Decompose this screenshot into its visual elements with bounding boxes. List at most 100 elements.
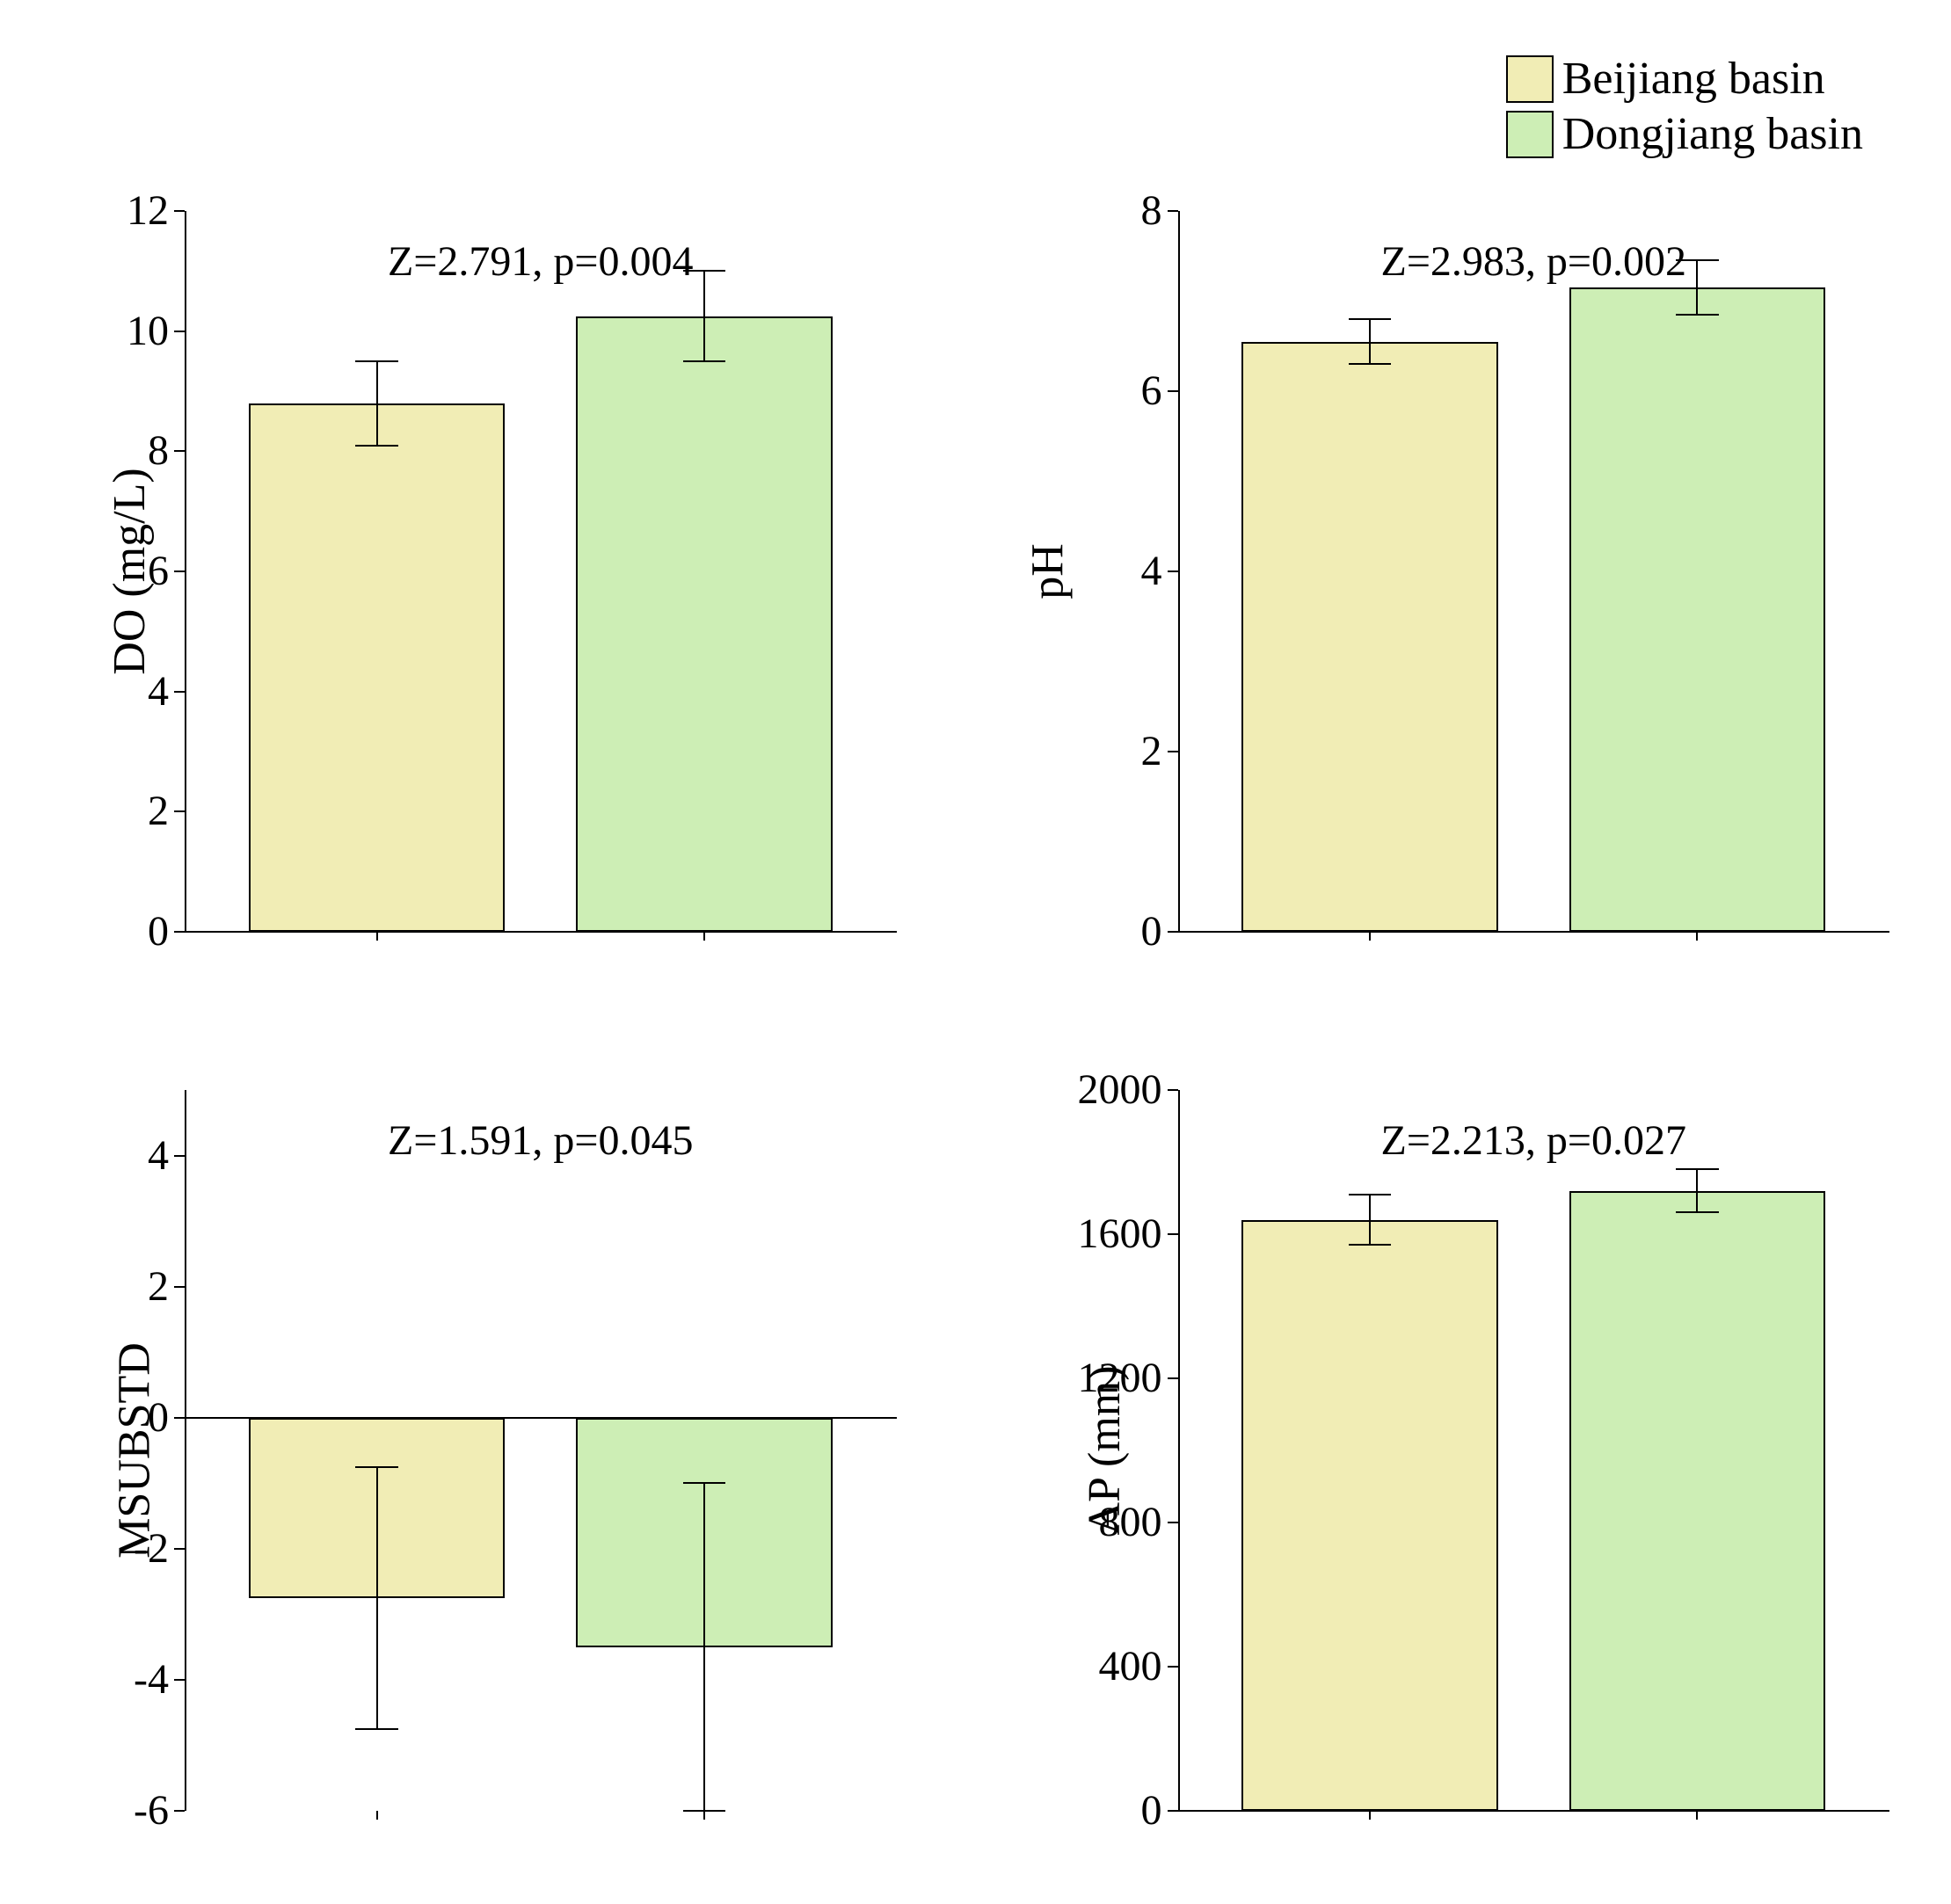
error-bar	[376, 1467, 378, 1729]
y-tick	[1168, 390, 1178, 392]
y-tick-label: 2000	[1057, 1065, 1162, 1114]
y-tick	[1168, 1810, 1178, 1812]
y-tick-label: 2	[63, 787, 169, 835]
plot-area: Z=1.591, p=0.045-6-4-2024	[185, 1090, 897, 1811]
y-tick	[174, 1155, 185, 1157]
legend: Beijiang basin Dongjiang basin	[1506, 53, 1863, 164]
error-cap-upper	[355, 1466, 398, 1468]
error-bar	[703, 271, 705, 361]
y-tick-label: -6	[63, 1786, 169, 1835]
y-tick-label: -2	[63, 1524, 169, 1573]
y-tick	[174, 450, 185, 452]
x-tick	[703, 932, 705, 941]
y-tick	[1168, 1089, 1178, 1091]
y-tick-label: 800	[1057, 1498, 1162, 1546]
y-tick	[1168, 210, 1178, 212]
y-tick-label: 8	[1057, 186, 1162, 235]
y-tick	[174, 1286, 185, 1288]
x-tick	[1369, 1811, 1371, 1820]
y-tick	[174, 1417, 185, 1419]
x-tick	[703, 1811, 705, 1820]
legend-item: Dongjiang basin	[1506, 108, 1863, 160]
stat-annotation: Z=2.791, p=0.004	[388, 237, 693, 286]
panel-ap: AP (mm)Z=2.213, p=0.02704008001200160020…	[1029, 1090, 1917, 1811]
y-tick	[174, 810, 185, 812]
y-tick-label: 0	[63, 907, 169, 956]
y-tick-label: -4	[63, 1655, 169, 1704]
y-axis-line	[185, 1090, 186, 1811]
plot-area: Z=2.213, p=0.0270400800120016002000	[1178, 1090, 1890, 1811]
error-cap-lower	[1349, 363, 1392, 365]
y-tick	[174, 331, 185, 332]
y-tick-label: 6	[1057, 367, 1162, 415]
y-tick-label: 1200	[1057, 1354, 1162, 1402]
error-cap-upper	[683, 1482, 726, 1484]
y-tick	[1168, 1377, 1178, 1379]
x-tick	[1696, 1811, 1698, 1820]
error-bar	[1696, 1169, 1698, 1212]
panel-do: DO (mg/L)Z=2.791, p=0.004024681012	[35, 211, 923, 932]
error-cap-upper	[355, 360, 398, 362]
bar-beijiang	[249, 403, 505, 932]
plot-area: Z=2.791, p=0.004024681012	[185, 211, 897, 932]
error-cap-upper	[1676, 259, 1719, 261]
error-bar	[1696, 260, 1698, 315]
stat-annotation: Z=2.213, p=0.027	[1381, 1116, 1686, 1165]
y-tick-label: 0	[1057, 1786, 1162, 1835]
y-tick	[174, 1548, 185, 1550]
y-tick	[174, 1810, 185, 1812]
stat-annotation: Z=1.591, p=0.045	[388, 1116, 693, 1165]
y-tick-label: 400	[1057, 1642, 1162, 1690]
error-cap-lower	[1349, 1244, 1392, 1246]
legend-label: Dongjiang basin	[1562, 108, 1863, 160]
legend-label: Beijiang basin	[1562, 53, 1825, 105]
y-tick	[1168, 570, 1178, 572]
error-cap-lower	[683, 360, 726, 362]
y-tick-label: 2	[1057, 727, 1162, 775]
y-axis-line	[1178, 1090, 1180, 1811]
stat-annotation: Z=2.983, p=0.002	[1381, 237, 1686, 286]
y-tick	[174, 570, 185, 572]
bar-beijiang	[1241, 342, 1497, 932]
error-cap-upper	[1676, 1168, 1719, 1170]
y-tick-label: 2	[63, 1262, 169, 1311]
y-tick	[1168, 1666, 1178, 1668]
legend-swatch-beijiang	[1506, 55, 1554, 103]
panel-msubstd: MSUBSTDZ=1.591, p=0.045-6-4-2024	[35, 1090, 923, 1811]
y-tick	[1168, 1522, 1178, 1523]
y-axis-line	[185, 211, 186, 932]
x-tick	[1696, 932, 1698, 941]
x-tick	[376, 932, 378, 941]
error-cap-upper	[1349, 318, 1392, 320]
y-tick-label: 1600	[1057, 1210, 1162, 1258]
legend-swatch-dongjiang	[1506, 111, 1554, 158]
y-tick-label: 4	[63, 667, 169, 716]
error-bar	[1369, 1195, 1371, 1245]
error-cap-upper	[683, 270, 726, 272]
panel-grid: DO (mg/L)Z=2.791, p=0.004024681012pHZ=2.…	[35, 211, 1916, 1811]
y-tick-label: 8	[63, 426, 169, 475]
legend-item: Beijiang basin	[1506, 53, 1863, 105]
error-cap-upper	[1349, 1194, 1392, 1195]
error-cap-lower	[355, 445, 398, 447]
bar-dongjiang	[1569, 287, 1825, 932]
x-tick	[1369, 932, 1371, 941]
plot-area: Z=2.983, p=0.00202468	[1178, 211, 1890, 932]
error-cap-lower	[1676, 314, 1719, 316]
y-tick	[1168, 1233, 1178, 1235]
y-tick-label: 12	[63, 186, 169, 235]
y-tick	[174, 1679, 185, 1681]
bar-dongjiang	[576, 316, 832, 932]
y-axis-line	[1178, 211, 1180, 932]
y-tick-label: 0	[63, 1393, 169, 1442]
error-bar	[1369, 319, 1371, 364]
bar-beijiang	[1241, 1220, 1497, 1811]
error-cap-lower	[1676, 1211, 1719, 1213]
y-tick-label: 4	[1057, 547, 1162, 595]
y-tick	[174, 210, 185, 212]
error-bar	[376, 361, 378, 446]
y-tick	[174, 691, 185, 693]
error-bar	[703, 1483, 705, 1811]
y-tick-label: 0	[1057, 907, 1162, 956]
figure-root: Beijiang basin Dongjiang basin DO (mg/L)…	[35, 35, 1916, 1869]
